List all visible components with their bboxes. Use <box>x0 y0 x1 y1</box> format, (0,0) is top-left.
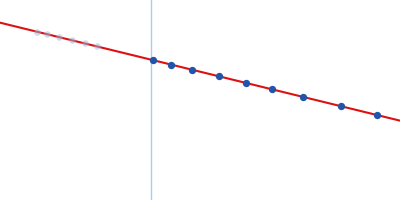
Point <box>374 113 380 117</box>
Point <box>189 68 195 71</box>
Point <box>69 39 75 42</box>
Point <box>150 59 156 62</box>
Point <box>216 75 223 78</box>
Point <box>300 95 306 98</box>
Point <box>56 36 63 39</box>
Point <box>33 30 40 33</box>
Point <box>81 42 88 45</box>
Point <box>242 81 249 84</box>
Point <box>94 45 100 48</box>
Point <box>44 33 50 36</box>
Point <box>269 88 275 91</box>
Point <box>337 105 344 108</box>
Point <box>168 63 175 66</box>
